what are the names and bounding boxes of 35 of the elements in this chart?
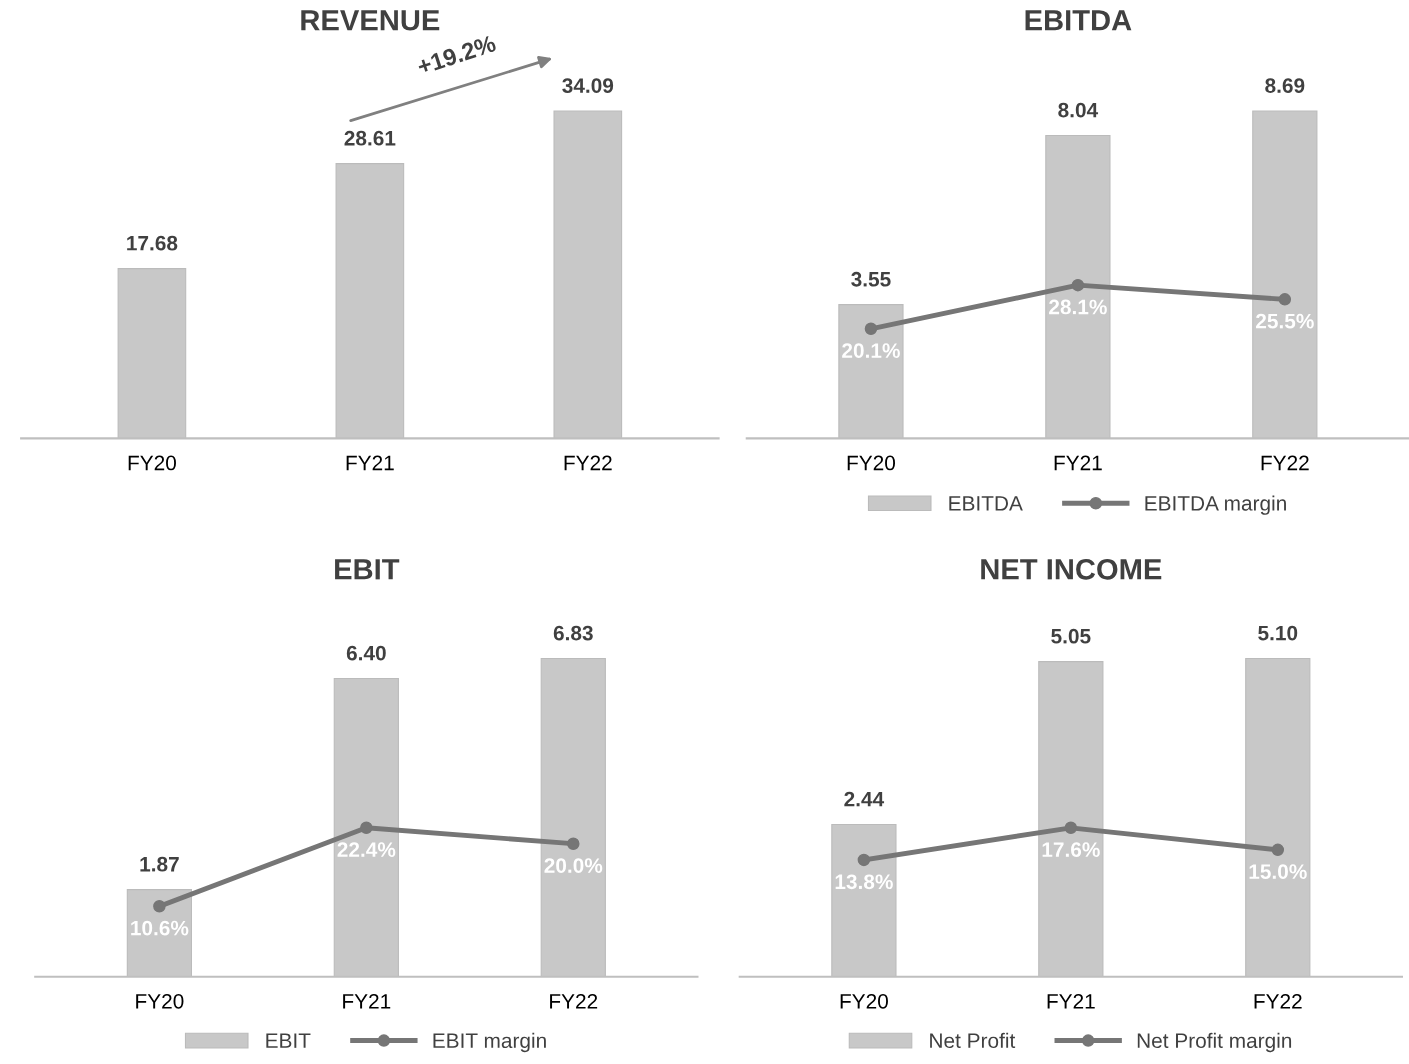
legend-label: EBIT margin [433,1032,546,1053]
data-label: 6.83 [553,625,593,641]
x-tick-label: FY22 [1261,455,1309,471]
data-label: 8.04 [1058,102,1099,118]
data-label: 5.05 [1051,628,1091,644]
x-tick-label: FY21 [1047,993,1095,1009]
x-tick-label: FY20 [128,455,176,471]
chart-title: EBITDA [1025,10,1132,31]
data-label: 5.10 [1258,625,1298,641]
x-tick-label: FY22 [564,455,612,471]
x-tick-label: FY20 [847,455,896,471]
data-label: 17.68 [127,235,178,251]
x-tick-label: FY22 [1254,993,1302,1009]
legend-label: Net Profit margin [1137,1032,1292,1053]
data-label: 34.09 [562,78,614,94]
data-label: 2.44 [844,791,885,807]
x-tick-label: FY21 [343,993,391,1009]
x-tick-label: FY21 [346,455,394,471]
text: +19.2% [416,34,497,76]
legend-label: EBITDA margin [1145,495,1286,515]
chart-title: NET INCOME [981,558,1162,580]
x-tick-label: FY20 [136,993,184,1009]
legend-label: Net Profit [930,1032,1016,1049]
x-tick-label: FY21 [1054,455,1102,471]
data-label: 6.40 [346,645,386,661]
legend-label: EBIT [266,1033,311,1048]
legend-label: EBITDA [949,496,1023,511]
data-label: 28.61 [344,130,396,146]
data-label: 1.87 [140,856,179,872]
x-tick-label: FY20 [840,993,888,1009]
data-label: 3.55 [851,271,891,287]
data-label: 8.69 [1265,78,1305,93]
x-tick-label: FY22 [550,993,598,1009]
chart-title: EBIT [335,559,400,580]
chart-title: REVENUE [301,10,440,31]
